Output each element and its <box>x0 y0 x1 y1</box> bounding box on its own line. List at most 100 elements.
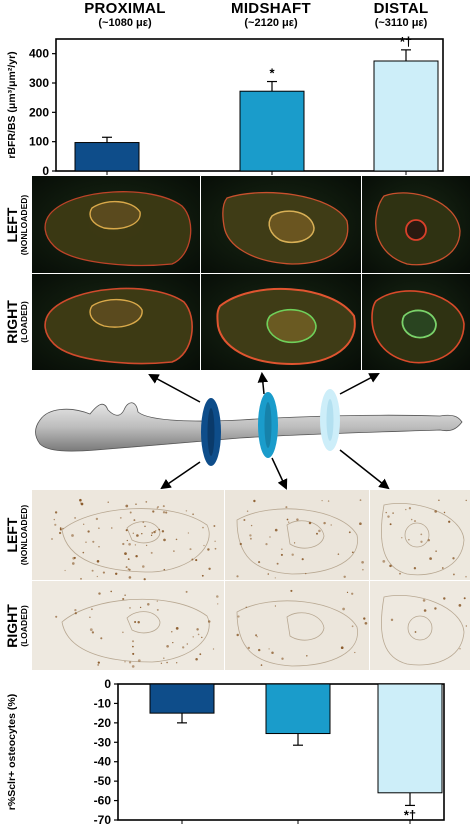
stained-osteocyte <box>89 616 91 619</box>
region-strain: (~1080 με) <box>98 17 152 29</box>
stained-osteocyte <box>441 567 444 569</box>
stained-osteocyte <box>258 648 261 652</box>
stained-osteocyte <box>71 534 74 537</box>
stained-osteocyte <box>434 607 437 610</box>
stained-osteocyte <box>98 527 100 530</box>
bar-midshaft <box>265 683 331 735</box>
stained-osteocyte <box>203 544 205 547</box>
stained-osteocyte <box>389 523 392 526</box>
stained-osteocyte <box>390 618 394 622</box>
stained-osteocyte <box>128 542 131 546</box>
stained-osteocyte <box>258 561 261 564</box>
stained-osteocyte <box>427 538 431 542</box>
stained-osteocyte <box>134 621 137 623</box>
stained-osteocyte <box>321 499 323 502</box>
stained-osteocyte <box>217 603 219 605</box>
stained-osteocyte <box>53 518 55 521</box>
stained-osteocyte <box>202 526 204 529</box>
y-tick-label: 300 <box>29 76 49 90</box>
y-tick-label: -20 <box>94 716 112 730</box>
stained-osteocyte <box>253 499 256 503</box>
stained-osteocyte <box>463 597 466 600</box>
row-label-main: RIGHT <box>4 603 21 648</box>
stained-osteocyte <box>134 544 137 546</box>
stained-osteocyte <box>131 665 135 668</box>
stained-osteocyte <box>212 648 215 650</box>
stained-osteocyte <box>111 527 113 529</box>
stained-osteocyte <box>243 519 246 521</box>
stained-osteocyte <box>434 510 438 513</box>
stained-osteocyte <box>392 512 394 514</box>
stained-osteocyte <box>55 615 58 618</box>
stained-osteocyte <box>387 515 390 518</box>
stained-osteocyte <box>201 636 203 639</box>
stained-osteocyte <box>465 499 467 502</box>
stained-osteocyte <box>97 663 100 666</box>
stained-osteocyte <box>458 604 462 607</box>
stained-osteocyte <box>435 550 437 552</box>
stained-osteocyte <box>171 631 173 633</box>
stained-osteocyte <box>176 662 178 664</box>
stained-osteocyte <box>95 517 99 521</box>
stained-osteocyte <box>129 511 132 514</box>
stained-osteocyte <box>142 565 145 568</box>
stained-osteocyte <box>195 559 198 562</box>
stained-osteocyte <box>255 634 258 637</box>
stained-osteocyte <box>59 528 62 531</box>
stained-osteocyte <box>249 534 252 537</box>
stained-osteocyte <box>408 507 412 510</box>
stained-osteocyte <box>126 539 128 542</box>
y-axis-label: r%Sclr+ osteocytes (%) <box>6 694 18 810</box>
stained-osteocyte <box>246 510 249 512</box>
stained-osteocyte <box>115 572 118 575</box>
stained-osteocyte <box>79 498 82 502</box>
stained-osteocyte <box>196 628 199 631</box>
stained-osteocyte <box>268 648 270 650</box>
stained-osteocyte <box>274 528 278 532</box>
y-tick-label: -70 <box>94 813 112 825</box>
stained-osteocyte <box>301 558 304 561</box>
stained-osteocyte <box>348 531 351 534</box>
stained-osteocyte <box>156 600 158 602</box>
sclerostin-bar-chart: 0 -10 -20 -30 -40 -50 -60 -70 r%Sclr+ osteocytes… <box>6 677 445 825</box>
stained-osteocyte <box>59 527 62 529</box>
stained-osteocyte <box>143 578 146 581</box>
region-name: DISTAL <box>373 0 429 17</box>
stained-osteocyte <box>414 631 417 633</box>
stained-osteocyte <box>199 653 202 656</box>
stained-osteocyte <box>286 518 289 521</box>
stained-osteocyte <box>359 499 362 501</box>
stained-osteocyte <box>316 532 318 535</box>
header-distal: DISTAL (~3110 με) <box>336 0 466 29</box>
stained-osteocyte <box>87 530 90 533</box>
stained-osteocyte <box>166 644 169 648</box>
stained-osteocyte <box>308 521 312 525</box>
stained-osteocyte <box>163 568 166 571</box>
bfr-bar-chart: 0 100 200 300 400 rBFR/BS (μm³/μm²/yr) * *† <box>6 34 444 177</box>
stained-osteocyte <box>245 606 248 609</box>
stained-osteocyte <box>214 547 217 550</box>
stained-osteocyte <box>163 657 165 659</box>
bar-proximal <box>149 683 215 714</box>
stained-osteocyte <box>132 532 134 534</box>
stained-osteocyte <box>145 544 148 547</box>
stained-osteocyte <box>62 527 64 530</box>
stained-osteocyte <box>80 577 82 580</box>
stained-osteocyte <box>249 537 252 540</box>
y-tick-label: -60 <box>94 794 112 808</box>
stained-osteocyte <box>423 609 427 612</box>
stained-osteocyte <box>351 592 354 595</box>
row-label-sub: (LOADED) <box>19 301 30 343</box>
ihc-left-midshaft <box>225 490 369 580</box>
stained-osteocyte <box>187 532 190 534</box>
bar-distal <box>373 60 439 172</box>
stained-osteocyte <box>132 645 134 648</box>
stained-osteocyte <box>443 511 446 514</box>
stained-osteocyte <box>74 516 77 519</box>
stained-osteocyte <box>128 661 132 664</box>
stained-osteocyte <box>135 503 137 506</box>
stained-osteocyte <box>237 615 240 618</box>
row-label-sub: (LOADED) <box>19 604 30 647</box>
stained-osteocyte <box>83 523 85 525</box>
stained-osteocyte <box>443 597 446 600</box>
